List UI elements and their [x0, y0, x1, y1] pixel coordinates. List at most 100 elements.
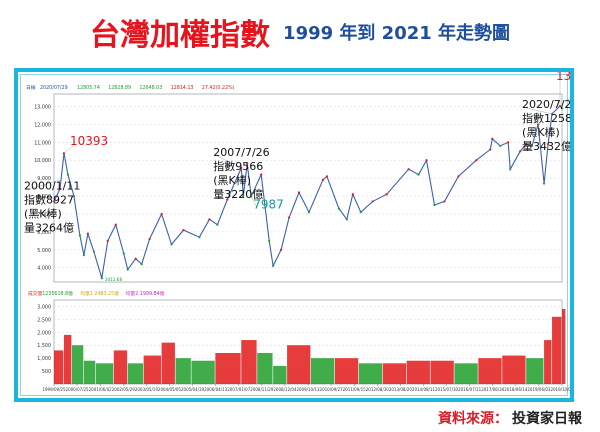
volume-bar: [113, 350, 128, 384]
price-point: [182, 228, 185, 232]
price-point: [345, 218, 348, 221]
chart-frame-inner: [20, 74, 568, 396]
price-point: [417, 173, 420, 176]
volume-bar: [334, 358, 359, 384]
price-y-tick-label: 8,000: [37, 194, 51, 200]
x-tick-label: 2006/04/13: [204, 387, 228, 392]
x-tick-label: 2019/10/02: [550, 387, 570, 392]
x-tick-label: 2008/11/29: [250, 387, 274, 392]
volume-bar: [562, 309, 566, 384]
volume-legend-item: 成交量: [28, 290, 43, 297]
volume-bar: [143, 355, 161, 384]
x-tick-label: 2015/07/30: [435, 387, 459, 392]
stock-chart: 4,000 5,000 6,000 7,000 8,000 9,000 10,000 11,0…: [24, 72, 570, 392]
price-point: [337, 207, 340, 210]
price-point: [100, 277, 103, 280]
price-point: [542, 182, 546, 185]
volume-bar: [54, 350, 64, 384]
price-point: [86, 232, 89, 235]
price-point: [325, 175, 329, 178]
price-point: [519, 150, 522, 153]
price-point: [280, 248, 283, 251]
price-point: [550, 112, 554, 116]
volume-bar: [287, 345, 311, 384]
volume-bar: [358, 363, 383, 384]
price-y-tick-label: 7,000: [37, 212, 51, 218]
annotation-line: (黑K棒): [24, 206, 62, 220]
price-point: [546, 143, 550, 146]
price-point: [385, 193, 388, 196]
annotation-line: 指數12586: [522, 111, 570, 125]
price-point: [106, 239, 109, 242]
price-point: [242, 194, 245, 198]
price-point: [433, 203, 436, 207]
source-value: 投資家日報: [512, 411, 582, 427]
annotation-line: 指數9566: [213, 159, 263, 173]
price-point: [122, 252, 125, 255]
volume-y-tick-label: 500: [42, 369, 51, 375]
annotation-line: (黑K棒): [213, 173, 251, 187]
price-point: [359, 211, 362, 214]
x-tick-label: 2017/06/30: [481, 387, 505, 392]
volume-bar: [478, 358, 502, 384]
low-label: 3411.68: [105, 277, 123, 282]
volume-legend-item: 1235618.8億: [42, 290, 73, 297]
annotation-line: 2000/1/11: [24, 179, 80, 192]
volume-bar: [215, 352, 241, 384]
price-point: [507, 141, 510, 144]
volume-y-tick-label: 1,000: [37, 356, 51, 362]
x-tick-label: 2018/06/14: [504, 387, 528, 392]
price-line: [53, 105, 563, 279]
price-point: [307, 211, 311, 214]
price-plot-area: [53, 93, 563, 283]
price-y-tick-label: 4,000: [37, 266, 51, 272]
volume-legend-item: 2483.25億: [94, 290, 119, 297]
x-tick-label: 2010/09/27: [320, 387, 344, 392]
price-point: [78, 234, 81, 237]
x-tick-label: 2011/09/15: [343, 387, 367, 392]
x-tick-label: 2009/10/13: [296, 387, 320, 392]
price-point: [92, 250, 95, 253]
volume-bar: [161, 342, 175, 384]
price-point: [321, 178, 325, 182]
price-point: [297, 191, 301, 194]
price-point: [536, 123, 540, 126]
price-point: [560, 107, 564, 110]
price-point: [52, 200, 56, 203]
price-point: [499, 144, 502, 148]
volume-bar: [241, 340, 257, 384]
price-point: [208, 218, 211, 221]
price-y-tick-label: 9,000: [37, 176, 51, 182]
volume-y-tick-label: 2,500: [37, 317, 51, 323]
chart-annotation: 7987: [253, 197, 284, 211]
annotation-line: 2020/7/28: [522, 98, 570, 111]
volume-y-tick-label: 1,500: [37, 343, 51, 349]
volume-bar: [273, 365, 287, 384]
price-legend-item: 2020/07/29: [40, 85, 68, 91]
price-point: [140, 262, 143, 266]
price-y-tick-label: 10,000: [34, 158, 51, 164]
price-point: [216, 223, 219, 226]
price-point: [72, 194, 76, 198]
price-point: [114, 223, 117, 226]
annotation-line: 13031: [556, 72, 570, 83]
x-tick-label: 1999/09/25: [42, 387, 66, 392]
price-point: [226, 198, 229, 201]
price-y-tick-label: 6,000: [37, 230, 51, 236]
price-point: [66, 173, 70, 176]
price-point: [198, 236, 201, 239]
annotation-line: 指數8927: [24, 192, 74, 206]
volume-bar: [430, 360, 454, 384]
annotation-line: (黑K棒): [522, 125, 560, 139]
x-tick-label: 2014/08/11: [412, 387, 436, 392]
volume-bar: [71, 345, 84, 384]
x-tick-label: 2005/04/19: [181, 387, 205, 392]
page-title: 台灣加權指數: [89, 18, 270, 53]
price-legend-item: 12805.74: [77, 85, 100, 91]
price-y-tick-label: 11,000: [34, 140, 51, 146]
x-tick-label: 2002/05/29: [112, 387, 136, 392]
volume-bar: [191, 360, 215, 384]
volume-bar: [526, 358, 544, 384]
x-tick-label: 2003/05/19: [135, 387, 159, 392]
price-point: [287, 216, 291, 219]
